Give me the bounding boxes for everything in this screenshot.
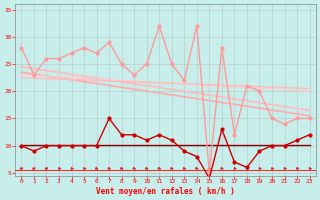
X-axis label: Vent moyen/en rafales ( km/h ): Vent moyen/en rafales ( km/h ) bbox=[96, 187, 235, 196]
